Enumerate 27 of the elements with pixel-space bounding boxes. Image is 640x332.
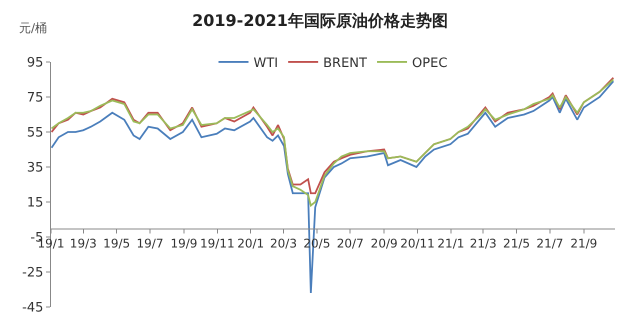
x-tick-label: 21/9 <box>570 236 598 251</box>
x-tick-label: 20/3 <box>270 236 297 251</box>
x-tick-label: 20/1 <box>237 236 264 251</box>
x-tick-label: 20/9 <box>370 236 398 251</box>
y-tick-label: -45 <box>22 300 44 316</box>
x-tick-label: 19/5 <box>103 236 130 251</box>
legend-label: OPEC <box>412 56 448 72</box>
legend-label: WTI <box>254 56 278 72</box>
y-tick-label: 15 <box>26 196 44 211</box>
chart-title: 2019-2021年国际原油价格走势图 <box>192 11 448 30</box>
y-tick-label: 35 <box>26 160 44 176</box>
x-tick-label: 21/1 <box>437 236 464 251</box>
legend-label: BRENT <box>323 56 368 72</box>
x-tick-label: 21/5 <box>503 236 530 251</box>
y-tick-label: 55 <box>26 126 44 141</box>
x-tick-label: 21/3 <box>470 236 497 251</box>
x-tick-label: 20/11 <box>400 236 435 251</box>
x-tick-label: 19/9 <box>170 236 198 251</box>
x-tick-label: 21/7 <box>536 236 564 251</box>
y-tick-label: 95 <box>26 56 44 71</box>
y-tick-label: 75 <box>26 90 44 106</box>
x-tick-label: 19/11 <box>200 236 235 251</box>
x-tick-label: 20/7 <box>336 236 364 251</box>
y-tick-label: -25 <box>22 266 44 281</box>
x-tick-label: 19/3 <box>70 236 97 251</box>
y-axis-title: 元/桶 <box>19 21 48 35</box>
x-tick-label: 19/7 <box>136 236 164 251</box>
